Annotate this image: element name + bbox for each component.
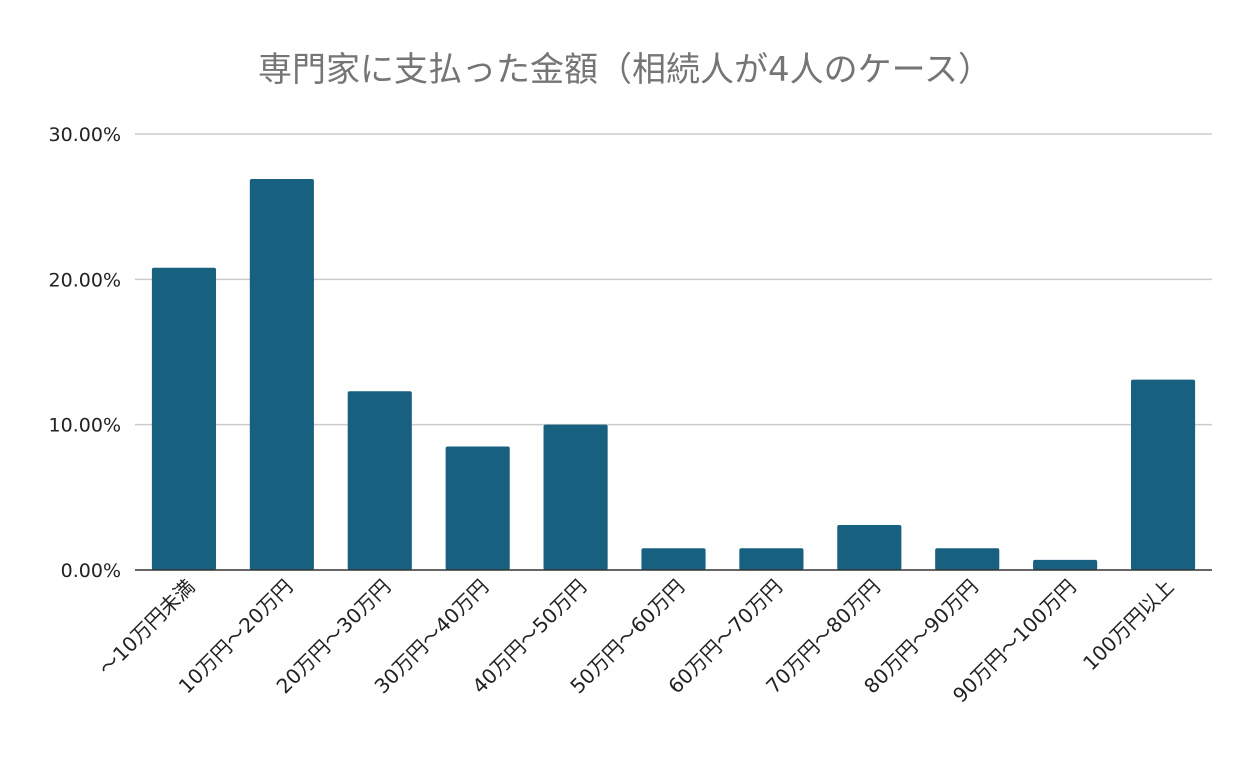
- bar: [543, 424, 608, 570]
- x-tick-label: 100万円以上: [1078, 575, 1179, 676]
- y-tick-label: 0.00%: [61, 560, 121, 582]
- bars: [151, 179, 1196, 570]
- bar: [739, 548, 804, 570]
- y-tick-label: 30.00%: [49, 124, 121, 146]
- bar: [445, 446, 510, 570]
- bar: [935, 548, 1000, 570]
- bar: [151, 267, 217, 570]
- y-tick-label: 10.00%: [49, 415, 121, 437]
- bar: [837, 524, 902, 570]
- bar: [347, 391, 412, 570]
- bar: [641, 548, 706, 570]
- x-axis-tick-labels: ～10万円未満10万円～20万円20万円～30万円30万円～40万円40万円～5…: [94, 575, 1179, 708]
- gridlines: [135, 133, 1212, 426]
- x-tick-label: ～10万円未満: [94, 575, 200, 681]
- y-axis-tick-labels: 0.00% 10.00% 20.00% 30.00%: [49, 124, 121, 582]
- bar: [1033, 559, 1098, 570]
- bar: [249, 179, 314, 570]
- chart-title: 専門家に支払った金額（相続人が4人のケース）: [258, 50, 992, 90]
- y-tick-label: 20.00%: [49, 269, 121, 291]
- bar: [1130, 379, 1196, 570]
